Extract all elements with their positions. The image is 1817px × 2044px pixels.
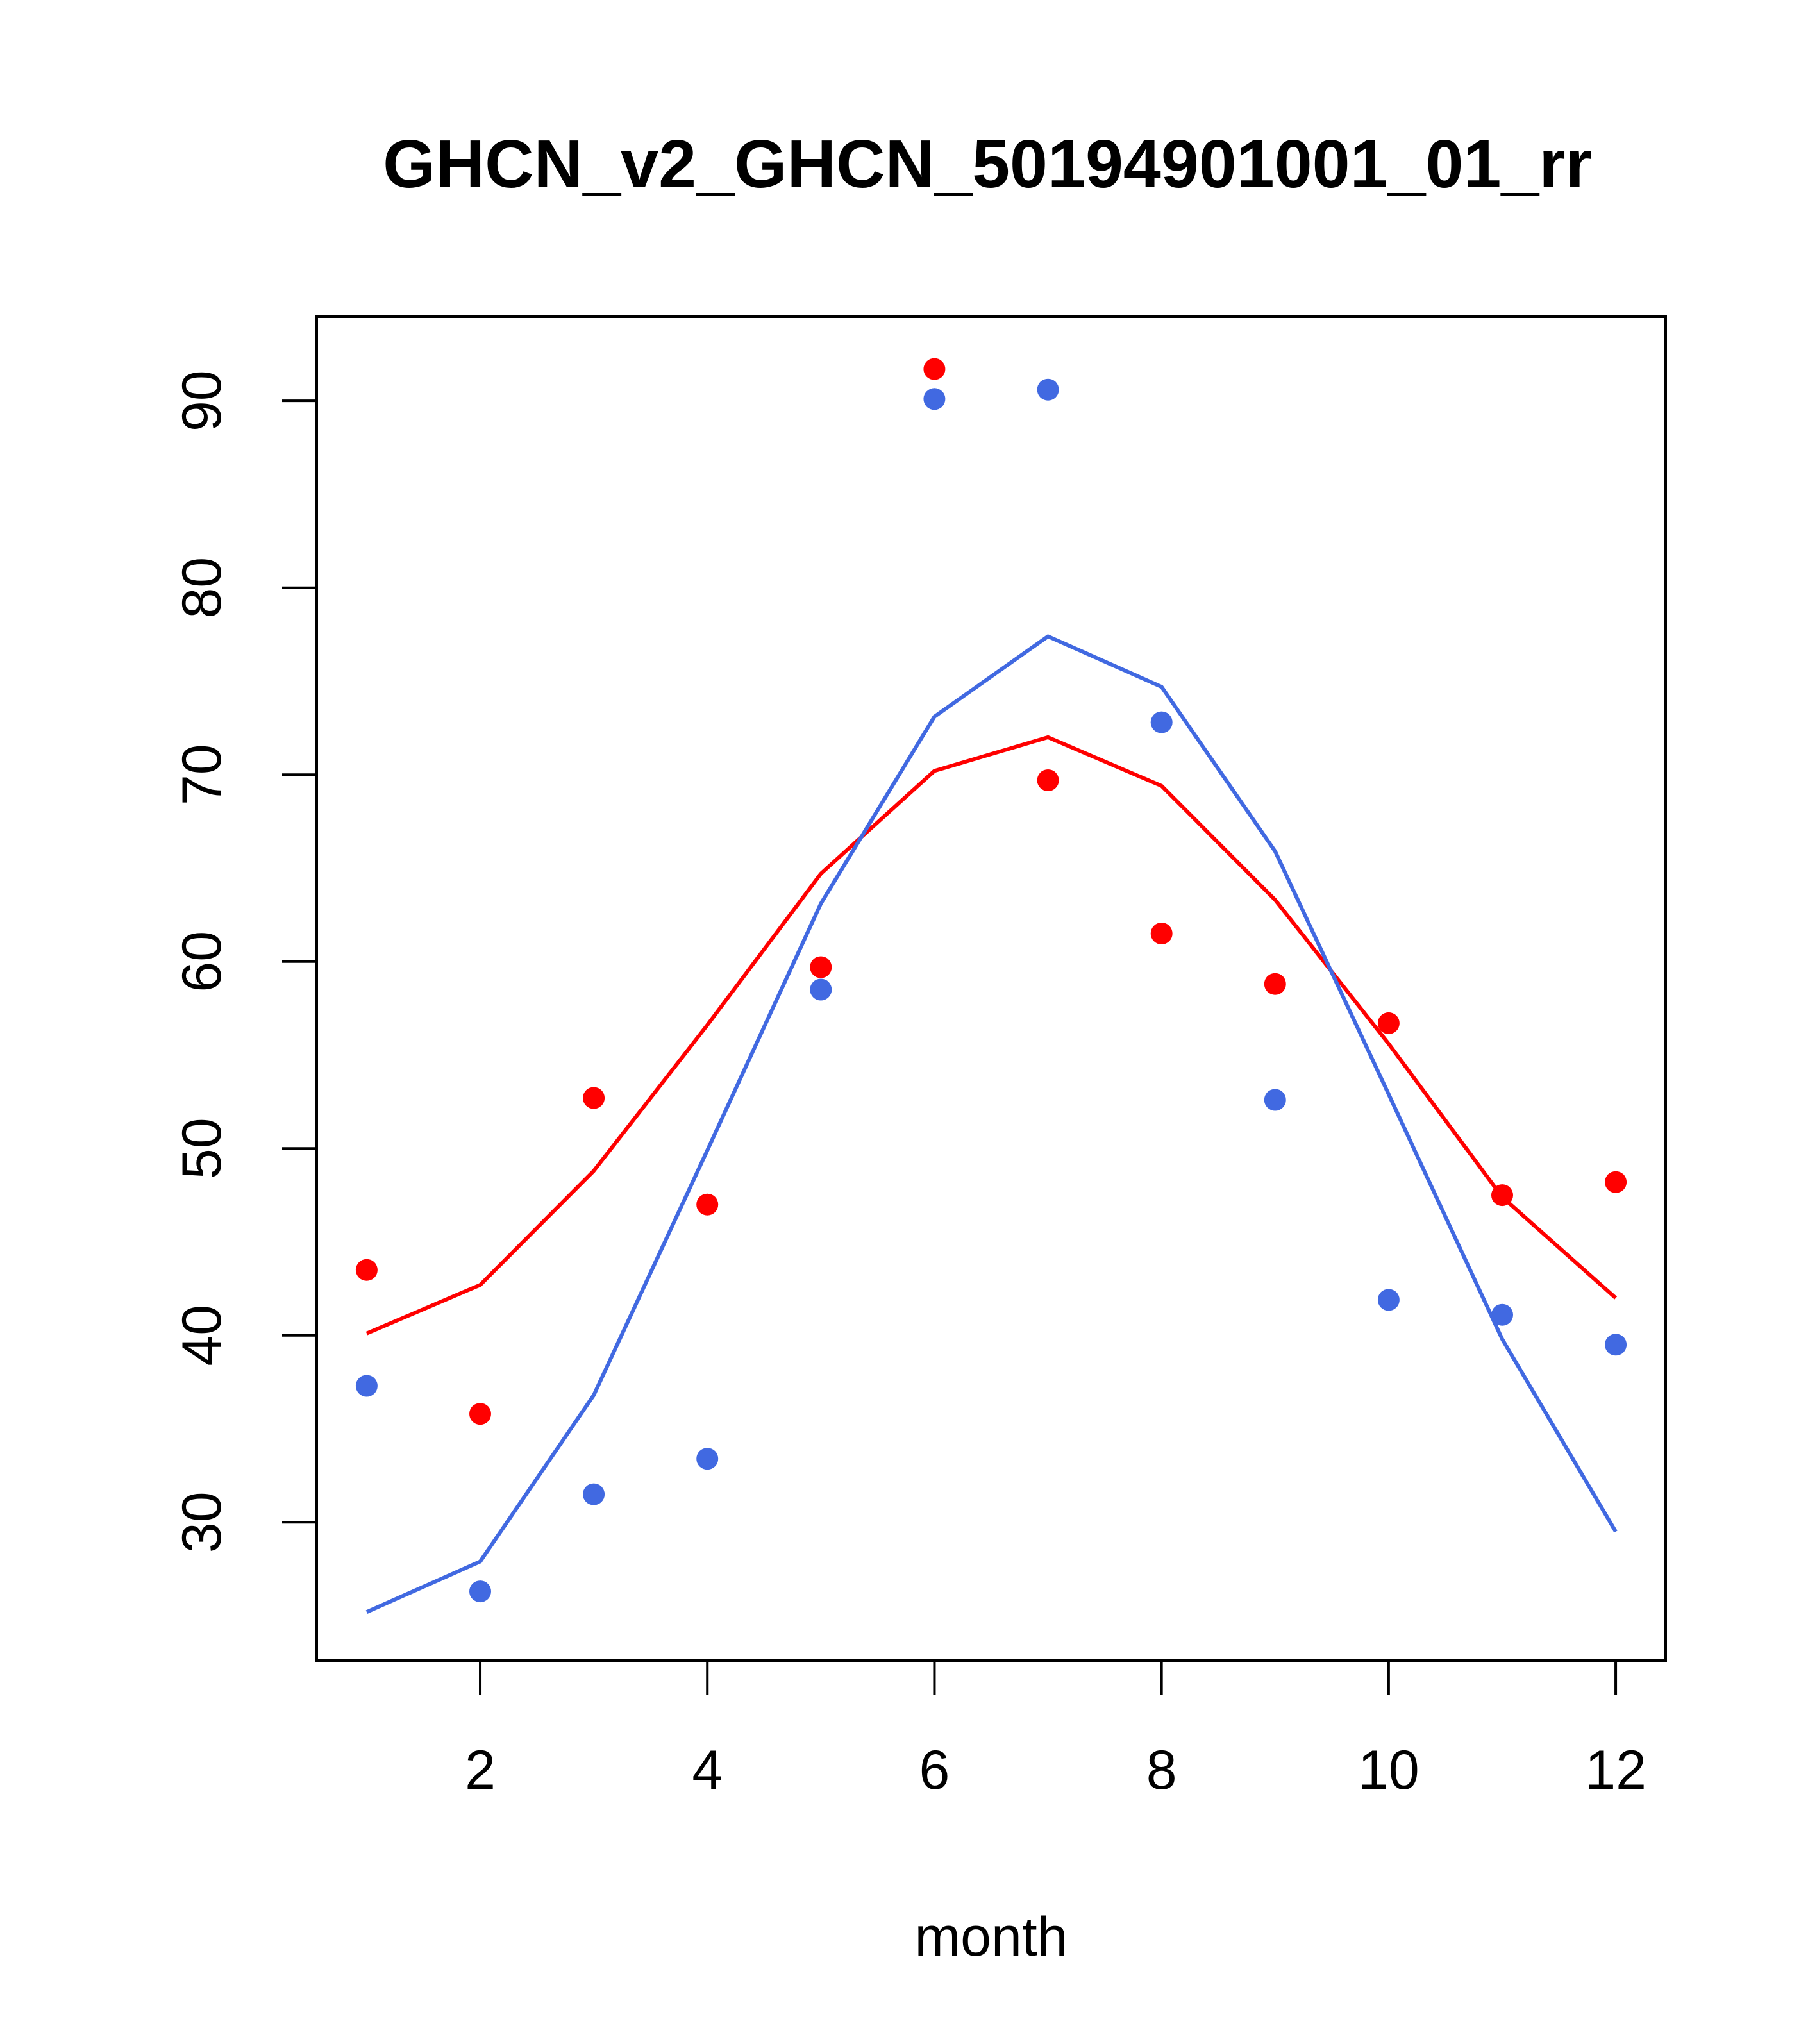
blue-line — [365, 634, 1618, 1614]
x-tick-label: 2 — [465, 1739, 496, 1801]
blue-point — [696, 1448, 719, 1470]
series-layer — [355, 358, 1627, 1614]
y-tick-label: 30 — [171, 1491, 233, 1553]
blue-point — [355, 1375, 378, 1397]
blue-point — [1605, 1334, 1627, 1356]
blue-point — [1150, 711, 1173, 733]
y-tick-label: 70 — [171, 744, 233, 805]
blue-point — [469, 1580, 491, 1603]
blue-point — [923, 388, 946, 410]
x-tick-label: 12 — [1585, 1739, 1646, 1801]
red-line — [365, 735, 1618, 1336]
blue-point — [583, 1483, 605, 1505]
red-point — [355, 1259, 378, 1281]
red-point — [1491, 1184, 1513, 1207]
y-tick-label: 50 — [171, 1118, 233, 1179]
red-point — [1605, 1171, 1627, 1193]
x-tick-label: 6 — [919, 1739, 950, 1801]
blue-point — [1037, 378, 1059, 401]
y-tick-label: 80 — [171, 557, 233, 619]
blue-point — [1264, 1089, 1286, 1111]
red-point — [1037, 769, 1059, 791]
x-tick-label: 4 — [692, 1739, 723, 1801]
x-axis: 2 4 6 8 10 12 — [465, 1659, 1646, 1801]
red-point — [1377, 1012, 1400, 1034]
red-point — [810, 956, 832, 978]
x-tick-label: 10 — [1358, 1739, 1419, 1801]
chart-title: GHCN_v2_GHCN_50194901001_01_rr — [383, 126, 1592, 202]
y-tick-label: 60 — [171, 931, 233, 993]
blue-point — [1491, 1303, 1513, 1326]
blue-point — [810, 978, 832, 1001]
y-tick-label: 90 — [171, 370, 233, 431]
red-point — [1264, 973, 1286, 995]
red-point — [923, 358, 946, 380]
y-axis: 30 40 50 60 70 80 90 — [171, 370, 318, 1553]
red-point — [696, 1193, 719, 1216]
x-tick-label: 8 — [1146, 1739, 1177, 1801]
plot-frame — [315, 315, 1667, 1662]
red-point — [583, 1087, 605, 1109]
red-point — [469, 1403, 491, 1425]
red-point — [1150, 923, 1173, 944]
x-axis-label: month — [914, 1906, 1068, 1968]
blue-point — [1377, 1289, 1400, 1311]
y-tick-label: 40 — [171, 1305, 233, 1366]
